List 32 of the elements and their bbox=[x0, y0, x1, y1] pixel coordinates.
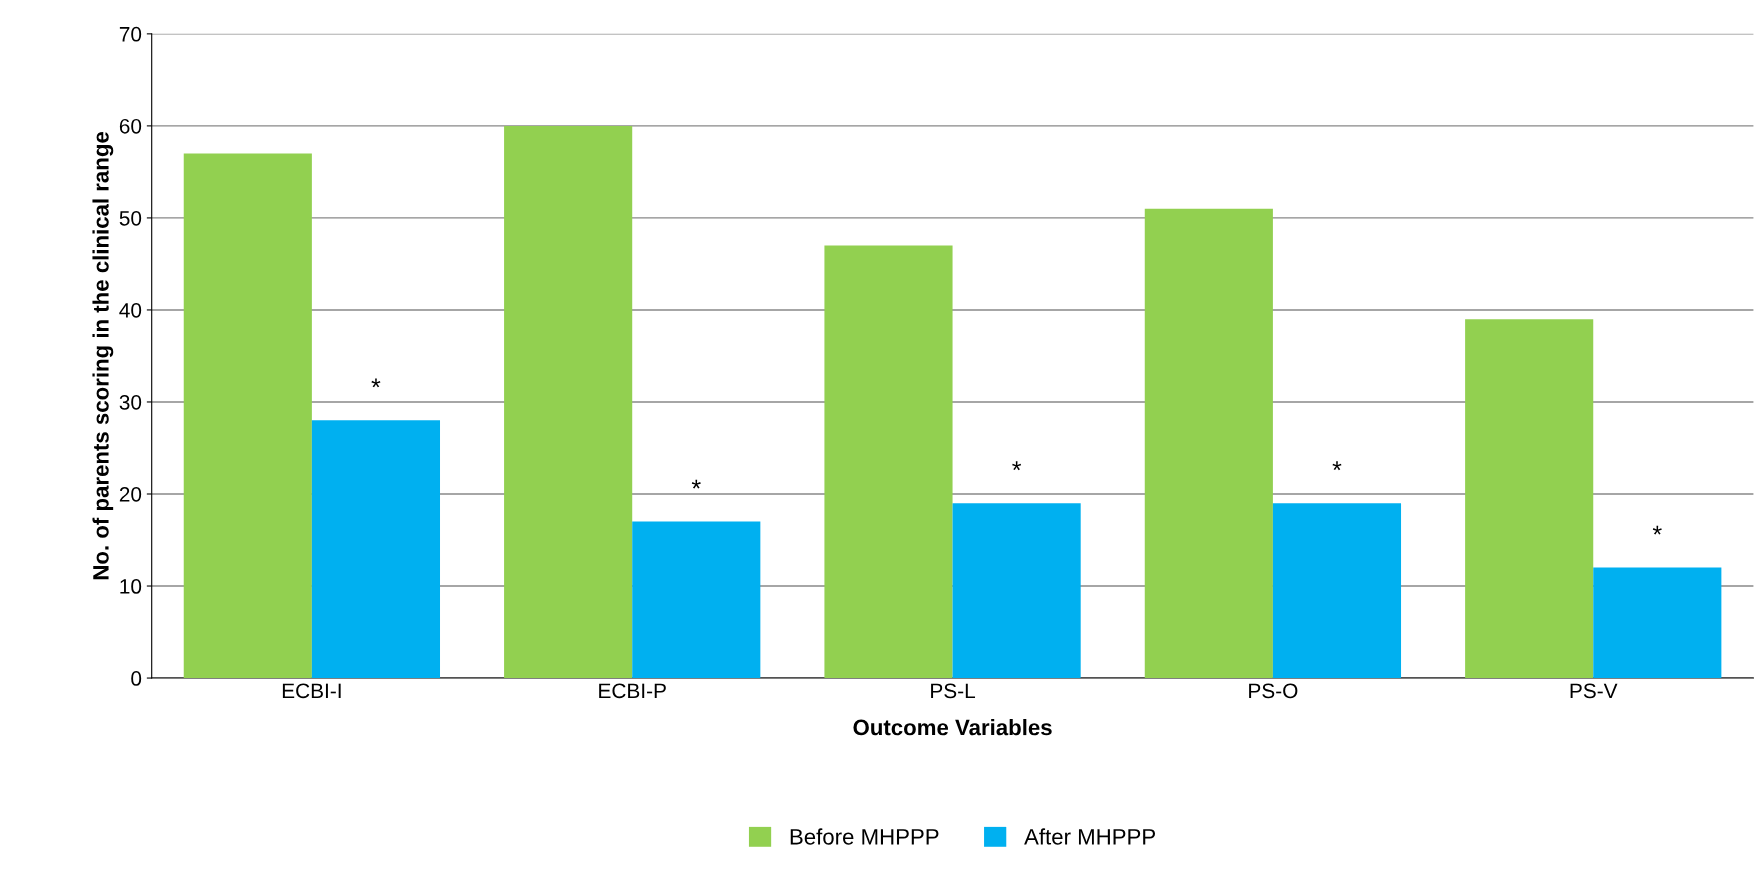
bar bbox=[183, 153, 312, 679]
y-tick-label: 40 bbox=[119, 302, 142, 318]
x-tick-label: ECBI-P bbox=[599, 683, 666, 699]
y-axis-title: No. of parents scoring in the clinical range bbox=[92, 131, 114, 580]
bar bbox=[311, 420, 441, 679]
y-tick-label: 70 bbox=[119, 26, 142, 42]
y-tick-label: 20 bbox=[119, 487, 142, 502]
y-tick-label: 60 bbox=[119, 118, 142, 134]
annotation: * bbox=[1332, 461, 1342, 471]
bar bbox=[1144, 208, 1273, 679]
x-tick-label: ECBI-I bbox=[282, 683, 341, 699]
legend-label: Before MHPPP bbox=[790, 828, 939, 845]
annotation: * bbox=[1012, 461, 1022, 471]
x-tick-label: PS-V bbox=[1570, 683, 1618, 699]
bar bbox=[1272, 503, 1402, 679]
annotation: * bbox=[691, 479, 701, 489]
bar bbox=[632, 521, 761, 679]
x-tick-label: PS-O bbox=[1249, 683, 1298, 699]
bar bbox=[824, 245, 953, 679]
y-tick-label: 50 bbox=[119, 210, 142, 226]
annotation: * bbox=[1652, 525, 1662, 535]
bar bbox=[1593, 567, 1722, 679]
y-tick-label: 0 bbox=[131, 671, 142, 686]
legend-label: After MHPPP bbox=[1024, 828, 1156, 845]
y-tick-label: 30 bbox=[119, 394, 142, 410]
bar bbox=[504, 125, 633, 679]
bar bbox=[1465, 319, 1594, 679]
x-axis-title: Outcome Variables bbox=[853, 719, 1052, 736]
x-tick-label: PS-L bbox=[931, 683, 976, 699]
annotation: * bbox=[371, 378, 381, 388]
y-tick-label: 10 bbox=[120, 579, 142, 594]
bar bbox=[952, 503, 1081, 679]
